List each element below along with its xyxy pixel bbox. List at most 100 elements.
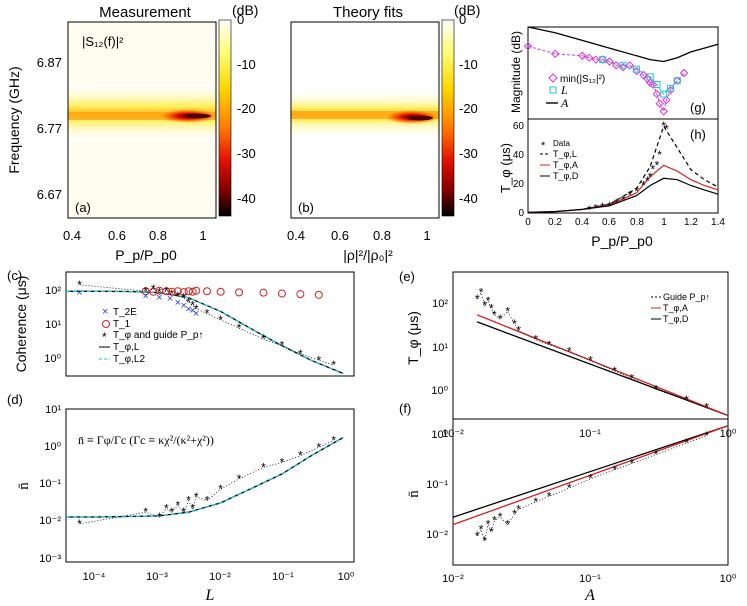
c-point-T2E-4: × [175, 297, 181, 309]
c-point-T2E-7: × [189, 305, 195, 317]
h-point-data-4: * [614, 196, 619, 210]
cbar-a-tick-10: -10 [237, 57, 256, 72]
panel-c-plot: × × × × × ××××* * * * * * * * * ** * *** ** * * [66, 278, 344, 375]
xtick-b-0-6: 0.6 [331, 228, 349, 243]
panel-d-frame [65, 408, 355, 563]
d-point-nbar-13: * [261, 460, 266, 474]
d-line-guide [79, 440, 334, 525]
g-point-L-2 [633, 65, 641, 73]
f-point-data-5: * [492, 514, 497, 528]
c-point-T1-12 [235, 288, 244, 297]
c-point-T1-16 [314, 290, 323, 299]
colorbar-b-gradient [441, 19, 455, 217]
f-ytick-1: 10⁰ [431, 429, 448, 441]
f-point-data-18: * [704, 429, 709, 443]
legend-c-T1: T_1 [113, 319, 131, 330]
g-point-min-1 [550, 49, 560, 59]
legend-c-TL: T_φ,L [113, 342, 140, 353]
c-ytick-100: 10² [45, 285, 61, 297]
c-point-T1-10 [203, 287, 212, 296]
legend-g-L: L [560, 83, 568, 97]
panel-b-title: Theory fits [333, 4, 403, 21]
legend-c-T1-marker [102, 320, 110, 328]
f-xtick-1e-1: 10⁻¹ [579, 573, 601, 585]
g-line-A [527, 26, 719, 63]
legend-g-square [549, 86, 557, 94]
c-point-Tphi-6: * [175, 289, 180, 303]
panel-f-xlabel: A [584, 587, 595, 604]
g-point-min-0 [523, 41, 533, 51]
panel-f-ylabel: n̄ [406, 490, 422, 498]
legend-h-data-marker: * [541, 140, 546, 152]
f-point-data-13: * [588, 472, 593, 486]
legend-h-A: T_φ,A [553, 160, 578, 170]
d-point-nbar-8: * [190, 502, 195, 516]
f-xtick-1e0: 10⁰ [720, 573, 737, 585]
h-point-data-15: * [664, 122, 669, 136]
e-point-data-14: * [612, 364, 617, 378]
g-point-L-0 [599, 56, 607, 64]
panel-e: (e) T_φ (μs) 10² 10¹ 10⁰ 10⁻² 10⁻¹ 10⁰ *… [399, 269, 737, 440]
panel-d-xlabel: L [205, 587, 215, 604]
d-point-nbar-2: * [157, 510, 162, 524]
cd-xtick-1e-4: 10⁻⁴ [83, 571, 106, 583]
e-line-TD [476, 321, 729, 417]
c-point-Tphi-13: * [237, 321, 242, 335]
c-point-T1-1 [149, 287, 158, 296]
g-point-min-3 [584, 53, 594, 62]
f-xtick-1e-2: 10⁻² [442, 573, 464, 585]
c-point-T1-6 [179, 288, 188, 297]
e-point-data-4: * [489, 301, 494, 315]
panel-a-xlabel: P_p/P_p0 [115, 247, 177, 263]
h-ytick-60: 60 [513, 121, 525, 132]
h-point-data-5: * [621, 193, 626, 207]
d-point-nbar-1: * [143, 505, 148, 519]
e-point-data-5: * [492, 308, 497, 322]
f-point-data-15: * [630, 456, 635, 470]
c-point-Tphi-11: * [205, 306, 210, 320]
d-point-nbar-3: * [164, 502, 169, 516]
panel-g-ylabel: Magnitude (dB) [509, 31, 523, 113]
panel-h: (h) T_φ (μs) 0 20 40 60 0 0.2 0.4 0.6 0.… [498, 118, 725, 249]
c-point-T2E-3: × [167, 293, 173, 305]
panel-g-label: (g) [690, 100, 706, 115]
panel-h-frame [527, 118, 719, 214]
colorbar-a: (dB) 0 -10 -20 -30 -40 [218, 2, 258, 217]
c-point-T1-8 [188, 287, 197, 296]
f-point-data-16: * [654, 447, 659, 461]
h-xtick-0: 0 [525, 217, 531, 228]
d-point-nbar-16: * [316, 440, 321, 454]
d-point-nbar-9: * [194, 490, 199, 504]
panel-f-label: (f) [399, 401, 411, 416]
legend-e-D: T_φ,D [663, 314, 689, 324]
c-point-Tphi-7: * [181, 291, 186, 305]
f-ytick-0-01: 10⁻² [426, 529, 448, 541]
h-point-data-2: * [600, 200, 605, 214]
panel-e-label: (e) [399, 269, 415, 284]
ytick-6-87: 6.87 [37, 55, 62, 70]
heatmap-a-core [68, 112, 216, 120]
f-point-data-0: * [475, 529, 480, 543]
c-point-T1-9 [192, 286, 201, 295]
f-point-data-8: * [512, 507, 517, 521]
legend-c-TL2: T_φ,L2 [113, 354, 145, 365]
h-xtick-0-4: 0.4 [575, 217, 589, 228]
e-point-data-10: * [533, 333, 538, 347]
legend-c-Tphi: T_φ and guide P_p↑ [113, 330, 203, 341]
d-point-nbar-15: * [298, 449, 303, 463]
h-xtick-1-2: 1.2 [684, 217, 698, 228]
h-point-data-6: * [627, 189, 632, 203]
xtick-b-0-8: 0.8 [373, 228, 391, 243]
e-point-data-12: * [567, 344, 572, 358]
h-point-data-13: * [657, 148, 662, 162]
h-ytick-0: 0 [518, 208, 524, 219]
heatmap-b-frame [290, 21, 440, 219]
cbar-b-tick-0: 0 [459, 12, 466, 27]
panel-b-label: (b) [298, 200, 314, 215]
e-point-data-11: * [547, 338, 552, 352]
c-point-T1-5 [173, 287, 182, 296]
ytick-6-77: 6.77 [37, 121, 62, 136]
e-point-data-9: * [516, 324, 521, 338]
h-point-data-14: * [661, 119, 666, 133]
